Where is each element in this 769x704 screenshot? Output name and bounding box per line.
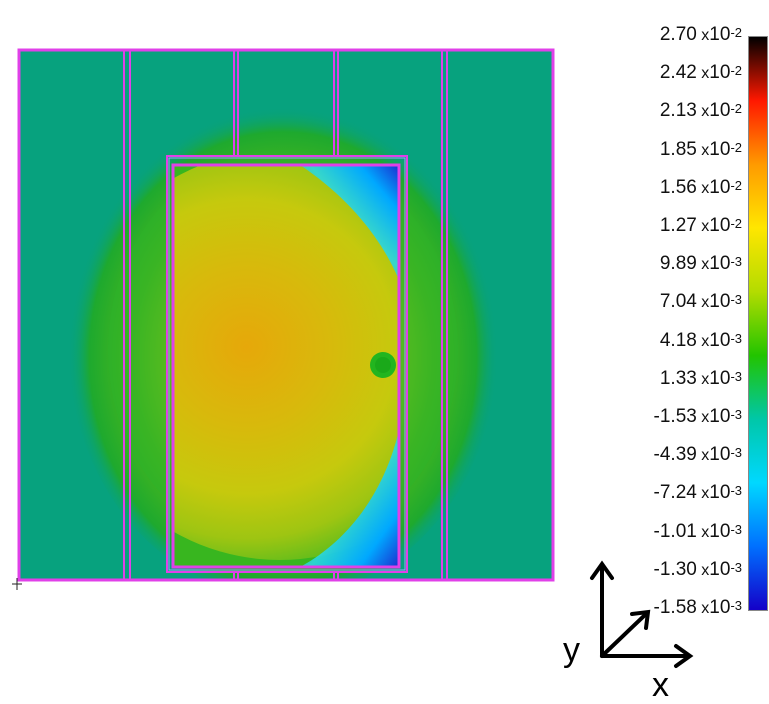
tick-times-sign: x bbox=[696, 600, 710, 617]
tick-mantissa: 4.18 bbox=[659, 329, 697, 351]
tick-base: 10 bbox=[709, 444, 731, 466]
tick-base: 10 bbox=[709, 138, 731, 160]
tick-times-sign: x bbox=[696, 370, 710, 388]
colorbar-tick-label: 9.89 x10-3 bbox=[600, 253, 742, 276]
colorbar-tick-label: 2.42 x10-2 bbox=[600, 62, 742, 85]
x-axis-label: x bbox=[652, 666, 669, 704]
tick-exponent: -3 bbox=[730, 292, 742, 308]
core-contour-region bbox=[173, 165, 399, 560]
tick-exponent: -3 bbox=[730, 330, 742, 346]
tick-exponent: -3 bbox=[730, 254, 742, 270]
tick-exponent: -2 bbox=[730, 139, 742, 155]
tick-mantissa: 9.89 bbox=[659, 253, 697, 275]
tick-mantissa: 2.42 bbox=[659, 62, 697, 84]
tick-times-sign: x bbox=[696, 27, 710, 44]
tick-times-sign: x bbox=[696, 485, 710, 503]
tick-base: 10 bbox=[709, 176, 731, 198]
tick-exponent: -3 bbox=[730, 559, 742, 575]
tick-exponent: -3 bbox=[730, 483, 742, 499]
tick-base: 10 bbox=[709, 597, 731, 618]
tick-base: 10 bbox=[709, 406, 731, 427]
colorbar-tick-label: 1.85 x10-2 bbox=[600, 139, 742, 162]
colorbar bbox=[748, 36, 768, 611]
tick-mantissa: -1.58 bbox=[653, 597, 697, 618]
structure-outlines bbox=[17, 48, 555, 582]
tick-mantissa: -1.53 bbox=[653, 406, 697, 427]
tick-mantissa: -1.01 bbox=[653, 520, 697, 542]
tick-times-sign: x bbox=[696, 141, 710, 159]
colorbar-tick-label: -1.30 x10-3 bbox=[600, 559, 742, 582]
colorbar-tick-label: -7.24 x10-3 bbox=[600, 482, 742, 505]
tick-times-sign: x bbox=[696, 179, 710, 197]
low-region-top bbox=[300, 165, 399, 280]
colorbar-tick-label: -4.39 x10-3 bbox=[600, 444, 742, 467]
tick-times-sign: x bbox=[696, 294, 710, 312]
tick-exponent: -3 bbox=[730, 598, 742, 613]
colorbar-tick-label: 2.70 x10-2 bbox=[600, 24, 742, 47]
tick-base: 10 bbox=[709, 62, 731, 84]
tick-exponent: -2 bbox=[730, 177, 742, 193]
tick-times-sign: x bbox=[696, 523, 710, 541]
tick-exponent: -2 bbox=[730, 63, 742, 79]
colorbar-tick-label: -1.53 x10-3 bbox=[600, 406, 742, 429]
tick-exponent: -3 bbox=[730, 445, 742, 461]
colorbar-tick-label: 7.04 x10-3 bbox=[600, 291, 742, 314]
tick-exponent: -2 bbox=[730, 25, 742, 40]
tick-mantissa: -4.39 bbox=[653, 444, 697, 466]
tick-mantissa: 1.56 bbox=[659, 176, 697, 198]
y-axis-label: y bbox=[563, 631, 580, 669]
tick-exponent: -2 bbox=[730, 101, 742, 117]
tick-times-sign: x bbox=[696, 218, 710, 235]
tick-base: 10 bbox=[709, 558, 731, 580]
colorbar-tick-label: 1.56 x10-2 bbox=[600, 177, 742, 200]
tick-exponent: -3 bbox=[730, 368, 742, 384]
tick-times-sign: x bbox=[696, 447, 710, 465]
colorbar-tick-label: -1.01 x10-3 bbox=[600, 521, 742, 544]
tick-base: 10 bbox=[709, 100, 731, 122]
tick-base: 10 bbox=[709, 520, 731, 542]
colorbar-tick-label: -1.58 x10-3 bbox=[600, 597, 742, 620]
tick-exponent: -3 bbox=[730, 521, 742, 537]
tick-times-sign: x bbox=[696, 409, 710, 426]
z-axis-arrow bbox=[600, 612, 648, 658]
tick-times-sign: x bbox=[696, 103, 710, 121]
tick-times-sign: x bbox=[696, 332, 710, 350]
tick-base: 10 bbox=[709, 329, 731, 351]
tick-base: 10 bbox=[709, 215, 731, 236]
colorbar-tick-label: 4.18 x10-3 bbox=[600, 330, 742, 353]
tick-times-sign: x bbox=[696, 561, 710, 579]
axis-triad bbox=[590, 560, 694, 668]
tick-mantissa: 1.85 bbox=[659, 138, 697, 160]
tick-mantissa: -7.24 bbox=[653, 482, 697, 504]
tick-base: 10 bbox=[709, 367, 731, 389]
colorbar-tick-label: 1.33 x10-3 bbox=[600, 368, 742, 391]
tick-mantissa: 1.33 bbox=[659, 367, 697, 389]
tick-mantissa: 1.27 bbox=[659, 215, 697, 236]
tick-base: 10 bbox=[709, 24, 731, 45]
tick-mantissa: 2.70 bbox=[659, 24, 697, 45]
tick-base: 10 bbox=[709, 482, 731, 504]
tick-times-sign: x bbox=[696, 65, 710, 83]
tick-exponent: -3 bbox=[730, 407, 742, 422]
tick-exponent: -2 bbox=[730, 216, 742, 231]
tick-mantissa: -1.30 bbox=[653, 558, 697, 580]
tick-base: 10 bbox=[709, 253, 731, 275]
colorbar-tick-label: 1.27 x10-2 bbox=[600, 215, 742, 238]
tick-base: 10 bbox=[709, 291, 731, 313]
low-region-bottom bbox=[300, 430, 399, 567]
tick-times-sign: x bbox=[696, 256, 710, 274]
tick-mantissa: 7.04 bbox=[659, 291, 697, 313]
colorbar-tick-label: 2.13 x10-2 bbox=[600, 100, 742, 123]
tick-mantissa: 2.13 bbox=[659, 100, 697, 122]
